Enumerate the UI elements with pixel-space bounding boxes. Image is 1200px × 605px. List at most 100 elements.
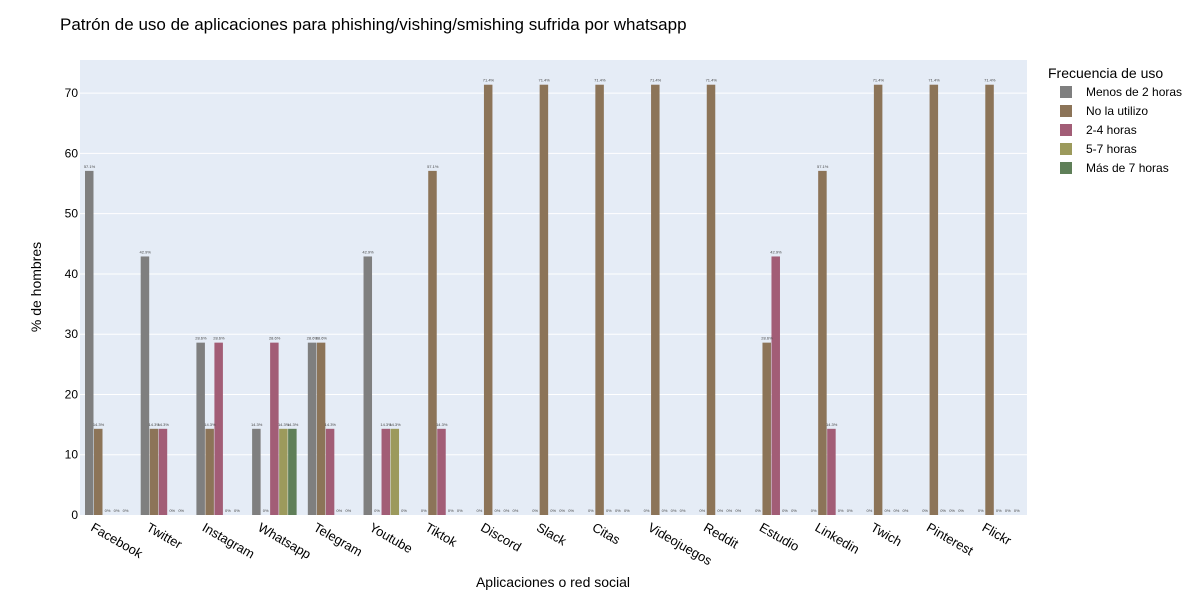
- bars: [85, 84, 994, 515]
- bar: [437, 428, 446, 515]
- bar: [771, 256, 780, 515]
- data-label: 42.9%: [770, 249, 782, 254]
- data-label: 28.6%: [195, 336, 207, 341]
- data-label: 71.4%: [873, 78, 885, 83]
- data-label: 0%: [421, 508, 427, 513]
- bar: [818, 170, 827, 515]
- data-label: 14.3%: [436, 422, 448, 427]
- legend-items: Menos de 2 horas No la utilizo 2-4 horas 5-…: [1060, 85, 1182, 175]
- data-label: 28.6%: [269, 336, 281, 341]
- data-label: 0%: [838, 508, 844, 513]
- bar: [762, 342, 771, 515]
- legend-swatch: [1060, 86, 1072, 98]
- data-label: 0%: [902, 508, 908, 513]
- data-label: 0%: [1005, 508, 1011, 513]
- x-tick-label: Citas: [590, 520, 624, 548]
- x-tick-label: Discord: [478, 520, 524, 555]
- data-label: 14.3%: [380, 422, 392, 427]
- data-label: 0%: [532, 508, 538, 513]
- data-label: 14.3%: [251, 422, 263, 427]
- data-label: 0%: [477, 508, 483, 513]
- x-tick-label: Flickr: [980, 520, 1015, 549]
- bar: [279, 428, 288, 515]
- data-label: 57.1%: [84, 164, 96, 169]
- data-label: 0%: [624, 508, 630, 513]
- data-label: 71.4%: [594, 78, 606, 83]
- data-label: 0%: [374, 508, 380, 513]
- data-label: 71.4%: [538, 78, 550, 83]
- bar: [214, 342, 223, 515]
- y-tick-label: 40: [65, 267, 79, 281]
- data-label: 0%: [550, 508, 556, 513]
- bar: [325, 428, 335, 515]
- data-label: 14.3%: [93, 422, 105, 427]
- x-tick-label: Facebook: [88, 520, 145, 562]
- data-label: 28.6%: [307, 336, 319, 341]
- data-label: 0%: [588, 508, 594, 513]
- chart-title: Patrón de uso de aplicaciones para phish…: [60, 15, 687, 34]
- data-label: 71.4%: [706, 78, 718, 83]
- x-tick-label: Instagram: [200, 520, 258, 562]
- data-label: 14.3%: [287, 422, 299, 427]
- legend-swatch: [1060, 124, 1072, 136]
- legend-swatch: [1060, 143, 1072, 155]
- bar: [539, 84, 549, 515]
- x-axis-title: Aplicaciones o red social: [476, 574, 630, 590]
- data-label: 71.4%: [650, 78, 662, 83]
- data-label: 0%: [782, 508, 788, 513]
- bar: [381, 428, 391, 515]
- legend-item-label: No la utilizo: [1086, 104, 1148, 118]
- data-label: 0%: [401, 508, 407, 513]
- bar: [158, 428, 168, 515]
- bar: [428, 170, 437, 515]
- data-label: 14.3%: [149, 422, 161, 427]
- bar: [316, 342, 326, 515]
- x-tick-label: Twitter: [144, 520, 185, 552]
- data-label: 0%: [726, 508, 732, 513]
- legend-item-label: Más de 7 horas: [1086, 161, 1169, 175]
- bar: [205, 428, 214, 515]
- bar: [873, 84, 883, 515]
- data-label: 42.9%: [140, 249, 152, 254]
- bar: [140, 256, 150, 515]
- x-tick-label: Youtube: [367, 520, 415, 557]
- data-label: 0%: [949, 508, 955, 513]
- data-label: 0%: [978, 508, 984, 513]
- data-label: 0%: [893, 508, 899, 513]
- legend-item-label: 2-4 horas: [1086, 123, 1137, 137]
- data-label: 14.3%: [325, 422, 337, 427]
- bar: [149, 428, 159, 515]
- data-label: 0%: [735, 508, 741, 513]
- x-tick-label: Estudio: [757, 520, 802, 555]
- data-label: 0%: [671, 508, 677, 513]
- bar: [390, 428, 400, 515]
- data-label: 14.3%: [158, 422, 170, 427]
- data-label: 14.3%: [204, 422, 216, 427]
- data-label: 0%: [263, 508, 269, 513]
- bar: [706, 84, 716, 515]
- data-label: 0%: [615, 508, 621, 513]
- legend-item-label: 5-7 horas: [1086, 142, 1137, 156]
- bar: [827, 428, 836, 515]
- bar: [94, 428, 103, 515]
- data-label: 14.3%: [389, 422, 401, 427]
- data-label: 0%: [606, 508, 612, 513]
- x-tick-label: Tiktok: [423, 520, 461, 550]
- bar: [270, 342, 279, 515]
- data-label: 0%: [847, 508, 853, 513]
- data-labels: 57.1%14.3%0% 0% 0%42.9%14.3%14.3%0% 0%28.6%…: [84, 78, 1020, 513]
- bar: [595, 84, 604, 515]
- data-label: 0%: [105, 508, 111, 513]
- y-axis: 0 10 20 30 40 50 60 70: [65, 86, 79, 522]
- data-label: 0%: [114, 508, 120, 513]
- bar: [363, 256, 373, 515]
- data-label: 0%: [884, 508, 890, 513]
- data-label: 14.3%: [826, 422, 838, 427]
- data-label: 0%: [178, 508, 184, 513]
- data-label: 0%: [644, 508, 650, 513]
- data-label: 0%: [662, 508, 668, 513]
- data-label: 0%: [568, 508, 574, 513]
- data-label: 0%: [123, 508, 129, 513]
